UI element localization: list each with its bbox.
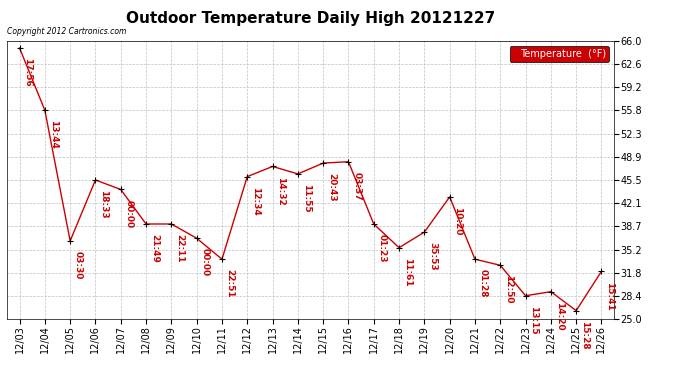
Text: 00:00: 00:00 bbox=[201, 248, 210, 276]
Text: 20:43: 20:43 bbox=[327, 173, 336, 202]
Text: 12:50: 12:50 bbox=[504, 275, 513, 304]
Text: 10:20: 10:20 bbox=[453, 207, 462, 236]
Text: Copyright 2012 Cartronics.com: Copyright 2012 Cartronics.com bbox=[7, 27, 126, 36]
Text: 22:51: 22:51 bbox=[226, 269, 235, 298]
Text: 03:37: 03:37 bbox=[353, 172, 362, 201]
Text: 01:23: 01:23 bbox=[377, 234, 386, 262]
Legend: Temperature  (°F): Temperature (°F) bbox=[509, 46, 609, 62]
Text: 00:00: 00:00 bbox=[125, 200, 134, 228]
Text: 03:30: 03:30 bbox=[74, 251, 83, 279]
Text: 15:28: 15:28 bbox=[580, 321, 589, 350]
Text: 13:44: 13:44 bbox=[48, 120, 58, 149]
Text: 14:32: 14:32 bbox=[276, 177, 286, 206]
Text: 01:28: 01:28 bbox=[479, 269, 488, 298]
Text: 12:34: 12:34 bbox=[251, 187, 260, 216]
Text: 35:53: 35:53 bbox=[428, 242, 437, 271]
Text: 22:11: 22:11 bbox=[175, 234, 184, 263]
Text: 18:33: 18:33 bbox=[99, 190, 108, 219]
Text: 17:56: 17:56 bbox=[23, 58, 32, 87]
Text: 21:49: 21:49 bbox=[150, 234, 159, 263]
Text: 11:55: 11:55 bbox=[302, 184, 310, 213]
Text: 13:15: 13:15 bbox=[529, 306, 538, 334]
Text: 14:20: 14:20 bbox=[555, 302, 564, 330]
Text: 15:41: 15:41 bbox=[605, 282, 614, 310]
Text: Outdoor Temperature Daily High 20121227: Outdoor Temperature Daily High 20121227 bbox=[126, 11, 495, 26]
Text: 11:61: 11:61 bbox=[403, 258, 412, 286]
